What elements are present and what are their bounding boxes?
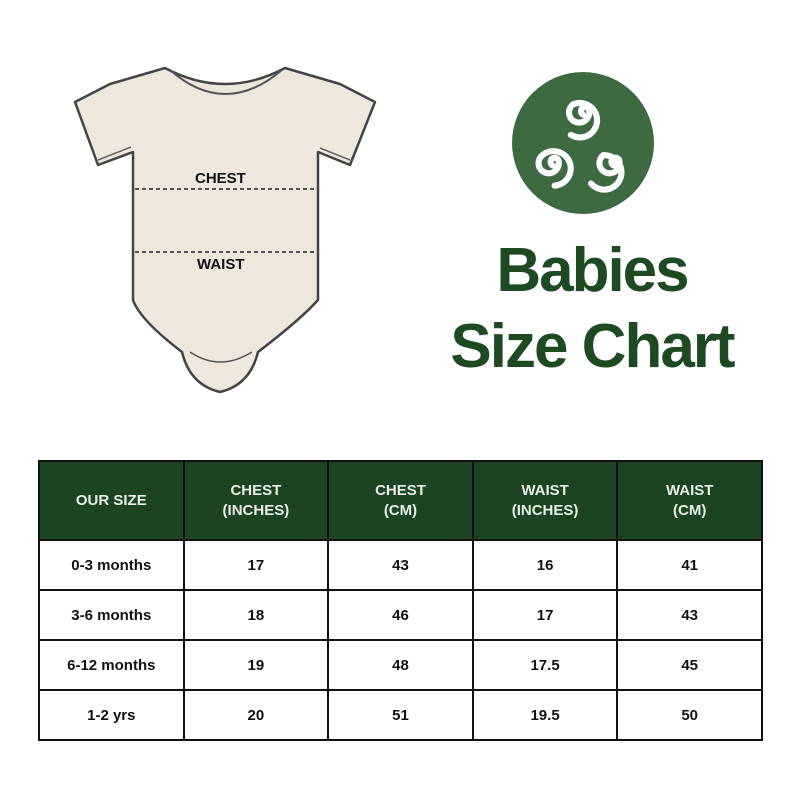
header-our-size: OUR SIZE — [38, 460, 185, 541]
triskele-icon — [512, 72, 654, 214]
table-row: 1-2 yrs 20 51 19.5 50 — [38, 689, 763, 741]
waist-cm-cell: 43 — [616, 589, 763, 641]
chest-cm-cell: 43 — [327, 539, 474, 591]
chest-inches-cell: 20 — [182, 689, 330, 741]
waist-cm-cell: 41 — [616, 539, 763, 591]
header-waist-cm: WAIST (CM) — [616, 460, 763, 541]
title-line-1: Babies — [496, 236, 689, 305]
size-cell: 1-2 yrs — [38, 689, 185, 741]
table-row: 3-6 months 18 46 17 43 — [38, 589, 763, 641]
table-header-row: OUR SIZE CHEST (INCHES) CHEST (CM) WAIST… — [38, 460, 763, 541]
chest-inches-cell: 18 — [182, 589, 330, 641]
waist-cm-cell: 50 — [616, 689, 763, 741]
size-cell: 3-6 months — [38, 589, 185, 641]
size-cell: 0-3 months — [38, 539, 185, 591]
chest-label: CHEST — [195, 170, 246, 187]
waist-cm-cell: 45 — [616, 639, 763, 691]
chest-inches-cell: 17 — [182, 539, 330, 591]
size-table: OUR SIZE CHEST (INCHES) CHEST (CM) WAIST… — [38, 460, 763, 741]
chest-inches-cell: 19 — [182, 639, 330, 691]
waist-label: WAIST — [197, 256, 245, 273]
title-line-2: Size Chart — [450, 312, 735, 381]
size-cell: 6-12 months — [38, 639, 185, 691]
table-row: 6-12 months 19 48 17.5 45 — [38, 639, 763, 691]
header-chest-cm: CHEST (CM) — [327, 460, 474, 541]
waist-inches-cell: 17.5 — [471, 639, 619, 691]
waist-inches-cell: 17 — [471, 589, 619, 641]
waist-inches-cell: 16 — [471, 539, 619, 591]
header-waist-inches: WAIST (INCHES) — [471, 460, 619, 541]
waist-inches-cell: 19.5 — [471, 689, 619, 741]
chest-cm-cell: 46 — [327, 589, 474, 641]
bodysuit-illustration — [73, 66, 377, 394]
chest-cm-cell: 51 — [327, 689, 474, 741]
header-chest-inches: CHEST (INCHES) — [182, 460, 330, 541]
table-row: 0-3 months 17 43 16 41 — [38, 539, 763, 591]
chest-cm-cell: 48 — [327, 639, 474, 691]
